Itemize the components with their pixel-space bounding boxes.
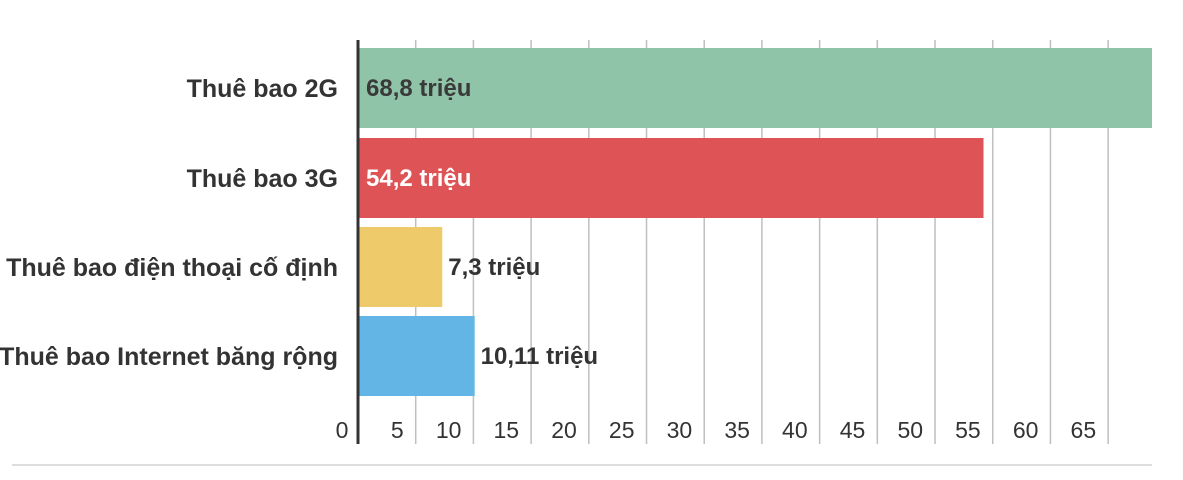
x-tick-label: 60 — [1013, 417, 1039, 443]
bar — [358, 316, 475, 396]
x-tick-label: 10 — [436, 417, 462, 443]
bars — [358, 48, 1152, 396]
x-tick-label: 45 — [840, 417, 866, 443]
x-tick-label: 30 — [667, 417, 693, 443]
category-label: Thuê bao 3G — [187, 165, 338, 193]
bar — [358, 138, 984, 218]
value-label: 7,3 triệu — [448, 254, 540, 281]
bar — [358, 48, 1152, 128]
category-label: Thuê bao 2G — [187, 75, 338, 103]
x-tick-label: 15 — [494, 417, 520, 443]
x-tick-label: 40 — [782, 417, 808, 443]
x-tick-label: 35 — [724, 417, 750, 443]
x-tick-label: 5 — [391, 417, 404, 443]
category-label: Thuê bao điện thoại cố định — [6, 254, 338, 282]
x-tick-label: 50 — [897, 417, 923, 443]
x-tick-label: 25 — [609, 417, 635, 443]
value-label: 54,2 triệu — [366, 165, 471, 192]
x-tick-label: 55 — [955, 417, 981, 443]
value-label: 68,8 triệu — [366, 75, 471, 102]
labels: 0 5 10 15 20 25 30 35 40 45 50 55 60 65 Thuê bao 2G 68,… — [0, 75, 1096, 443]
x-tick-label: 20 — [551, 417, 577, 443]
x-tick-label: 65 — [1071, 417, 1097, 443]
bar — [358, 227, 443, 307]
bottom-divider — [12, 464, 1152, 466]
x-tick-label: 0 — [336, 417, 349, 443]
value-label: 10,11 triệu — [481, 343, 598, 370]
category-label: Thuê bao Internet băng rộng — [0, 343, 338, 371]
